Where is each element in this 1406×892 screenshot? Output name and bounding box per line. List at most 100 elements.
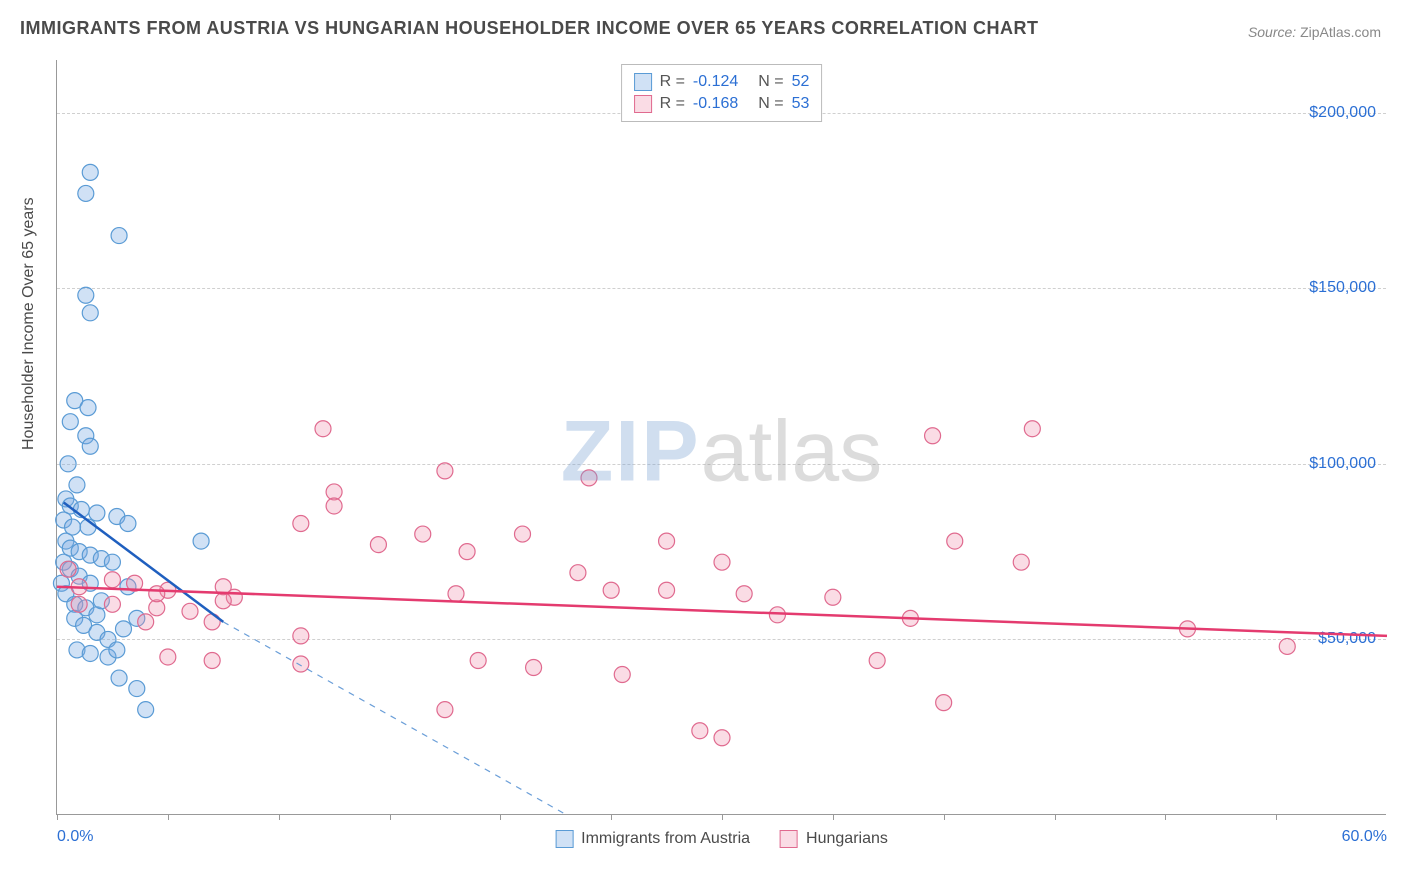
legend-label: Immigrants from Austria [581,830,750,848]
data-point-hungarians [947,533,963,549]
source-value: ZipAtlas.com [1300,24,1381,40]
x-tick [168,814,169,820]
trend-line-hungarians [57,587,1387,636]
data-point-hungarians [1279,638,1295,654]
legend-stats-row-austria: R = -0.124 N = 52 [634,71,810,93]
source-attribution: Source: ZipAtlas.com [1248,24,1381,40]
data-point-austria [193,533,209,549]
data-point-austria [109,642,125,658]
data-point-austria [62,414,78,430]
data-point-hungarians [614,667,630,683]
data-point-hungarians [149,586,165,602]
data-point-hungarians [315,421,331,437]
legend-swatch [634,73,652,91]
data-point-hungarians [104,572,120,588]
data-point-austria [82,438,98,454]
n-label: N = [758,73,783,91]
y-axis-title: Householder Income Over 65 years [20,197,38,450]
data-point-hungarians [370,537,386,553]
data-point-hungarians [104,596,120,612]
data-point-austria [111,670,127,686]
data-point-hungarians [415,526,431,542]
data-point-hungarians [603,582,619,598]
n-value: 52 [792,73,810,91]
data-point-austria [82,645,98,661]
data-point-hungarians [459,544,475,560]
data-point-hungarians [526,660,542,676]
data-point-hungarians [60,561,76,577]
data-point-hungarians [293,628,309,644]
data-point-hungarians [71,596,87,612]
x-tick [611,814,612,820]
x-tick [279,814,280,820]
data-point-hungarians [1013,554,1029,570]
data-point-hungarians [437,463,453,479]
data-point-hungarians [515,526,531,542]
x-tick [57,814,58,820]
x-tick [390,814,391,820]
legend-swatch [780,830,798,848]
x-tick [722,814,723,820]
data-point-hungarians [570,565,586,581]
data-point-austria [116,621,132,637]
data-point-hungarians [182,603,198,619]
data-point-austria [78,185,94,201]
data-point-austria [111,228,127,244]
x-tick [1165,814,1166,820]
n-label: N = [758,95,783,113]
data-point-hungarians [825,589,841,605]
data-point-hungarians [437,702,453,718]
data-point-austria [80,400,96,416]
data-point-hungarians [204,652,220,668]
legend-swatch [555,830,573,848]
legend-stats-row-hungarians: R = -0.168 N = 53 [634,93,810,115]
data-point-hungarians [293,516,309,532]
data-point-austria [69,477,85,493]
r-value: -0.168 [693,95,738,113]
data-point-austria [129,681,145,697]
r-label: R = [660,95,685,113]
n-value: 53 [792,95,810,113]
data-point-hungarians [293,656,309,672]
data-point-hungarians [326,498,342,514]
x-tick [1276,814,1277,820]
data-point-austria [60,456,76,472]
data-point-austria [82,305,98,321]
chart-title: IMMIGRANTS FROM AUSTRIA VS HUNGARIAN HOU… [20,18,1039,39]
data-point-hungarians [659,533,675,549]
data-point-hungarians [581,470,597,486]
legend-label: Hungarians [806,830,888,848]
x-tick [1055,814,1056,820]
data-point-hungarians [138,614,154,630]
legend-series: Immigrants from Austria Hungarians [555,830,888,848]
data-point-austria [138,702,154,718]
data-point-hungarians [869,652,885,668]
legend-swatch [634,95,652,113]
data-point-hungarians [936,695,952,711]
data-point-hungarians [215,593,231,609]
data-point-hungarians [692,723,708,739]
data-point-hungarians [470,652,486,668]
legend-stats: R = -0.124 N = 52 R = -0.168 N = 53 [621,64,823,122]
chart-canvas [57,60,1386,814]
data-point-hungarians [769,607,785,623]
r-value: -0.124 [693,73,738,91]
data-point-austria [82,164,98,180]
data-point-hungarians [160,649,176,665]
legend-item-austria: Immigrants from Austria [555,830,750,848]
trend-line-dashed-austria [223,622,567,815]
r-label: R = [660,73,685,91]
x-tick-label: 0.0% [57,828,93,846]
data-point-hungarians [736,586,752,602]
data-point-austria [104,554,120,570]
data-point-austria [89,505,105,521]
x-tick [833,814,834,820]
data-point-hungarians [659,582,675,598]
data-point-austria [78,287,94,303]
plot-area: ZIPatlas $50,000$100,000$150,000$200,000… [56,60,1386,815]
legend-item-hungarians: Hungarians [780,830,888,848]
x-tick [944,814,945,820]
data-point-hungarians [925,428,941,444]
data-point-hungarians [448,586,464,602]
data-point-hungarians [1024,421,1040,437]
